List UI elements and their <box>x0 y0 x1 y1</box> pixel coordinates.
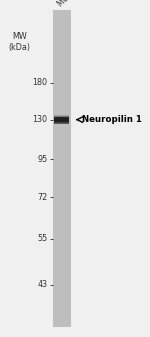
Bar <box>54 115 69 116</box>
Text: 55: 55 <box>37 234 47 243</box>
Text: 72: 72 <box>37 193 47 202</box>
Bar <box>54 117 69 122</box>
Text: 180: 180 <box>32 78 47 87</box>
Text: MW
(kDa): MW (kDa) <box>9 32 30 52</box>
Bar <box>54 116 69 117</box>
Bar <box>54 117 69 118</box>
Bar <box>54 123 69 124</box>
Bar <box>54 121 69 122</box>
Bar <box>53 10 70 327</box>
Bar <box>54 122 69 123</box>
Text: Mouse heart: Mouse heart <box>56 0 96 8</box>
Text: 130: 130 <box>32 115 47 124</box>
Bar <box>54 118 69 119</box>
Text: Neuropilin 1: Neuropilin 1 <box>82 115 142 124</box>
Bar <box>54 120 69 121</box>
Text: 43: 43 <box>37 280 47 289</box>
Text: 95: 95 <box>37 155 47 164</box>
Bar <box>54 119 69 120</box>
